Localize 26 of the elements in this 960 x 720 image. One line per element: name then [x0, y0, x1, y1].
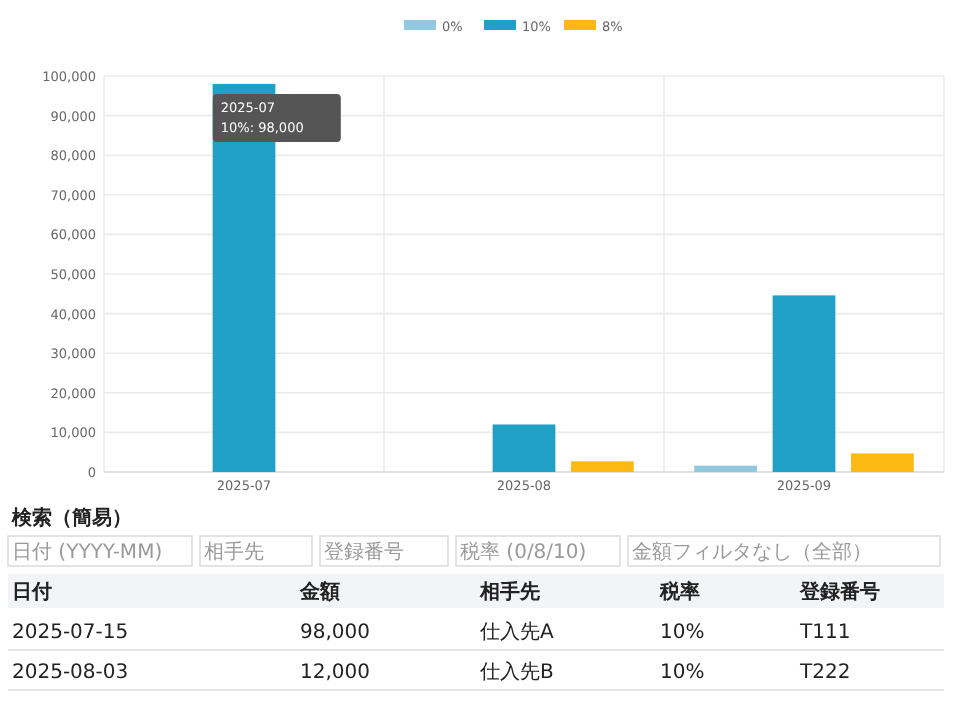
text: 金額 [298, 580, 340, 604]
text: 12,000 [300, 662, 370, 684]
text: 登録番号 [324, 540, 404, 564]
text: 日付 (YYYY-MM) [12, 542, 163, 564]
text: 98,000 [300, 622, 370, 644]
text: 金額フィルタなし（全部） [632, 540, 872, 564]
text: T222 [798, 662, 851, 684]
text: 相手先 [204, 540, 264, 564]
bar [851, 453, 914, 472]
text: 日付 [12, 580, 52, 604]
text: 検索（簡易） [10, 506, 132, 530]
bar [492, 424, 556, 472]
text: 登録番号 [798, 580, 880, 604]
bar [571, 461, 634, 472]
text: 税率 [658, 580, 700, 604]
text: 10% [660, 622, 705, 644]
text: T111 [798, 622, 851, 644]
text: 2025-07-15 [12, 622, 129, 644]
text: 仕入先A [480, 620, 554, 644]
text: 仕入先B [480, 660, 554, 684]
bar [772, 295, 836, 472]
text: 税率 (0/8/10) [460, 540, 587, 564]
bar [694, 465, 757, 472]
text: 相手先 [478, 580, 540, 604]
text: 10% [660, 662, 705, 684]
text: 2025-08-03 [12, 662, 129, 684]
